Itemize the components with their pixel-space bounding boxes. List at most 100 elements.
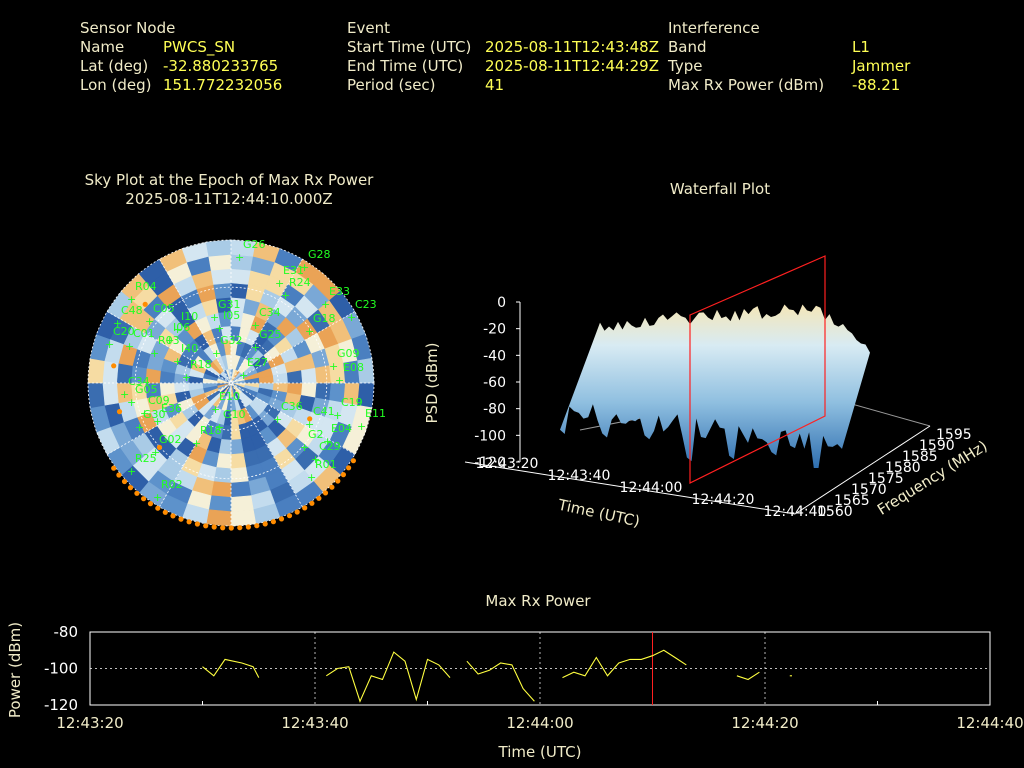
satellite-label: R25 <box>135 452 157 465</box>
satellite-marker: + <box>145 315 154 328</box>
psd-axis-label: PSD (dBm) <box>423 342 441 423</box>
sky-cell <box>210 481 232 498</box>
satellite-marker: + <box>150 347 159 360</box>
x-tick-label: 12:43:40 <box>281 714 348 732</box>
satellite-marker: + <box>305 325 314 338</box>
band-label: Band <box>668 38 707 56</box>
sky-cell <box>205 239 232 257</box>
satellite-label: G09 <box>337 347 360 360</box>
sky-cell <box>230 438 244 455</box>
satellite-label: G18 <box>313 312 336 325</box>
y-tick-label: -80 <box>54 623 79 641</box>
sky-cell <box>213 282 232 299</box>
satellite-marker: + <box>125 340 134 353</box>
satellite-marker: + <box>165 334 174 347</box>
frequency-tick-label: 1565 <box>834 493 870 509</box>
obstruction-marker <box>127 485 134 491</box>
satellite-label: G26 <box>243 238 266 251</box>
power-series-segment <box>202 658 260 678</box>
obstruction-marker <box>194 521 200 527</box>
satellite-marker: + <box>323 435 332 448</box>
sky-cell <box>101 360 119 384</box>
sky-cell <box>230 467 249 484</box>
frequency-tick-label: 1590 <box>919 438 955 454</box>
satellite-label: E10 <box>219 390 240 403</box>
satellite-label: G05 <box>135 383 158 396</box>
sky-cell <box>208 495 232 513</box>
sky-cell <box>205 509 232 527</box>
satellite-label: R03 <box>158 334 180 347</box>
satellite-label: G28 <box>308 248 331 261</box>
obstruction-marker <box>329 484 335 490</box>
satellite-label: E04 <box>331 422 352 435</box>
frequency-tick-label: 1575 <box>868 471 904 487</box>
interference-block: Interference Band L1 Type Jammer Max Rx Po… <box>668 19 910 95</box>
obstruction-marker <box>302 505 308 511</box>
obstruction-marker <box>116 409 123 415</box>
end-time-value: 2025-08-11T12:44:29Z <box>485 57 659 75</box>
satellite-marker: + <box>239 369 248 382</box>
sky-cell <box>230 268 252 285</box>
obstruction-marker <box>203 523 209 529</box>
satellite-label: E31 <box>283 264 304 277</box>
satellite-marker: + <box>153 491 162 504</box>
obstruction-marker <box>142 301 148 307</box>
satellite-label: C41 <box>313 405 335 418</box>
time-tick-label: 12:43:40 <box>548 468 611 484</box>
time-tick-label: 12:43:20 <box>476 456 539 472</box>
satellite-marker: + <box>251 341 260 354</box>
obstruction-marker <box>346 465 352 471</box>
obstruction-marker <box>111 363 117 369</box>
satellite-label: R01 <box>315 458 337 471</box>
satellite-label: E11 <box>365 407 386 420</box>
end-time-label: End Time (UTC) <box>347 57 464 75</box>
lon-value: 151.772232056 <box>163 76 283 94</box>
elevation-ring <box>134 286 328 480</box>
band-value: L1 <box>852 38 870 56</box>
sky-cell <box>87 357 105 384</box>
power-series-segment <box>562 649 687 679</box>
sensor-node-title: Sensor Node <box>80 19 176 37</box>
start-time-label: Start Time (UTC) <box>347 38 472 56</box>
obstruction-marker <box>322 490 329 496</box>
obstruction-marker <box>278 516 285 522</box>
x-tick-label: 12:44:00 <box>506 714 573 732</box>
satellite-label: C05 <box>153 302 175 315</box>
obstruction-marker <box>316 495 322 501</box>
satellite-label: C36 <box>281 400 303 413</box>
satellite-marker: + <box>251 319 260 332</box>
sky-cell <box>230 481 252 498</box>
satellite-marker: + <box>215 322 224 335</box>
y-axis-label: Power (dBm) <box>6 622 24 718</box>
sky-cell <box>315 382 332 401</box>
satellite-marker: + <box>127 396 136 409</box>
x-tick-label: 12:44:20 <box>731 714 798 732</box>
satellite-marker: + <box>333 409 342 422</box>
lat-label: Lat (deg) <box>80 57 149 75</box>
frequency-tick-label: 1570 <box>851 482 887 498</box>
satellite-marker: + <box>305 418 314 431</box>
satellite-label: C01 <box>133 327 155 340</box>
psd-tick-label: -100 <box>474 428 506 444</box>
sky-cell <box>230 495 254 513</box>
satellite-marker: + <box>347 311 356 324</box>
psd-tick-label: -20 <box>483 322 506 338</box>
satellite-label: I10 <box>181 310 198 323</box>
satellite-label: R02 <box>161 478 183 491</box>
satellite-marker: + <box>307 471 316 484</box>
satellite-marker: + <box>113 317 122 330</box>
sky-plot-title: Sky Plot at the Epoch of Max Rx Power <box>84 171 374 189</box>
max-rx-power-value: -88.21 <box>852 76 901 94</box>
x-tick-label: 12:43:20 <box>56 714 123 732</box>
type-value: Jammer <box>852 57 911 75</box>
satellite-marker: + <box>105 338 114 351</box>
sky-cell <box>101 382 119 406</box>
satellite-label: C09 <box>148 394 170 407</box>
satellite-label: C48 <box>121 304 143 317</box>
satellite-label: R24 <box>289 276 311 289</box>
obstruction-marker <box>147 501 154 507</box>
satellite-marker: + <box>127 293 136 306</box>
obstruction-marker <box>111 465 117 471</box>
satellite-marker: + <box>335 374 344 387</box>
